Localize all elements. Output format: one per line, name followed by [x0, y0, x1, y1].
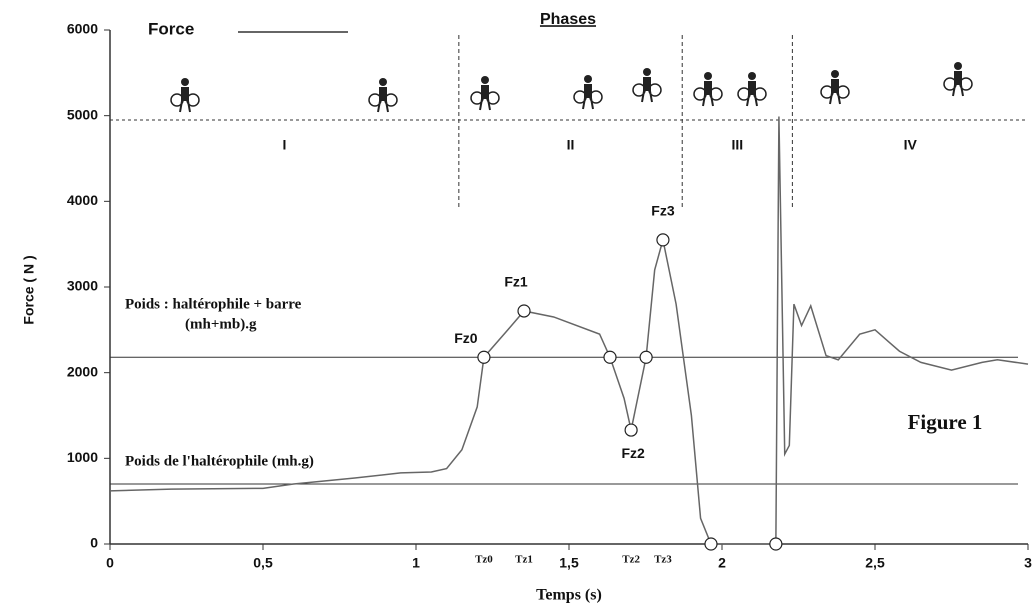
y-tick-label: 3000: [67, 278, 98, 294]
circled-point: [603, 350, 617, 364]
reference-label: Poids : haltérophile + barre: [125, 297, 302, 313]
point-label: Fz3: [651, 203, 675, 219]
legend-label: Force: [148, 19, 194, 38]
x-tick-label: 1: [412, 555, 420, 571]
phase-label: IV: [904, 136, 918, 152]
x-marker-label: Tz1: [515, 554, 533, 566]
point-label: Fz1: [504, 274, 528, 290]
x-marker-label: Tz0: [475, 554, 493, 566]
lifter-images: [170, 61, 973, 113]
circled-point: [639, 350, 653, 364]
point-label: Fz2: [621, 445, 645, 461]
circled-point: [624, 423, 638, 437]
y-tick-label: 2000: [67, 363, 98, 379]
x-tick-label: 0: [106, 555, 114, 571]
x-tick-label: 2,5: [865, 555, 885, 571]
reference-label: Poids de l'haltérophile (mh.g): [125, 453, 314, 469]
phase-label: II: [567, 136, 575, 152]
circled-point: [656, 233, 670, 247]
phase-label: I: [282, 136, 286, 152]
x-tick-label: 0,5: [253, 555, 273, 571]
y-axis-label: Force ( N ): [21, 255, 37, 324]
reference-sublabel: (mh+mb).g: [185, 317, 257, 333]
point-label: Fz0: [454, 330, 478, 346]
y-tick-label: 5000: [67, 106, 98, 122]
phase-label: III: [731, 136, 743, 152]
circled-point: [769, 537, 783, 551]
circled-point: [517, 304, 531, 318]
y-tick-label: 4000: [67, 192, 98, 208]
circled-point: [704, 537, 718, 551]
x-tick-label: 3: [1024, 555, 1032, 571]
force-line: [109, 116, 1029, 545]
circled-point: [477, 350, 491, 364]
x-axis-label: Temps (s): [536, 587, 602, 604]
x-marker-label: Tz3: [654, 554, 672, 566]
y-tick-label: 6000: [67, 21, 98, 37]
x-marker-label: Tz2: [622, 554, 640, 566]
phases-title: Phases: [540, 11, 596, 28]
y-tick-label: 1000: [67, 449, 98, 465]
x-tick-label: 2: [718, 555, 726, 571]
figure-label: Figure 1: [908, 410, 983, 434]
y-tick-label: 0: [90, 535, 98, 551]
x-tick-label: 1,5: [559, 555, 579, 571]
